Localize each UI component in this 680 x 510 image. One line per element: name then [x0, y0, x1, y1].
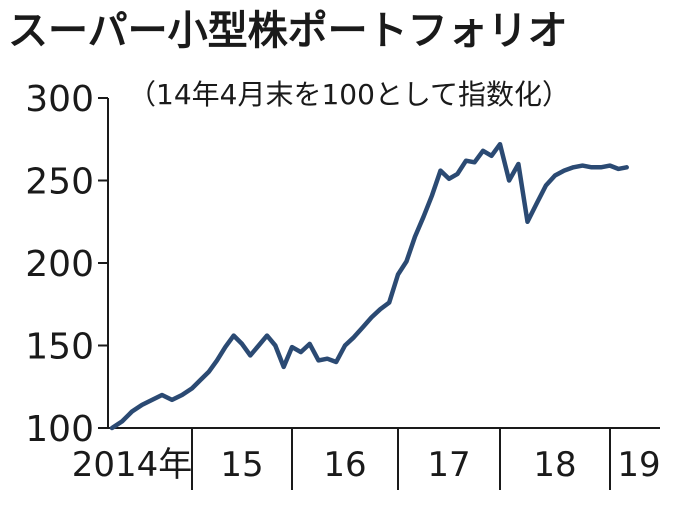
- data-point: [283, 366, 285, 368]
- data-point: [344, 345, 346, 346]
- data-point: [431, 194, 433, 196]
- data-point: [582, 165, 583, 167]
- data-point: [171, 399, 173, 401]
- data-point: [291, 346, 293, 348]
- data-point: [414, 236, 416, 238]
- data-point: [208, 371, 210, 373]
- data-point: [249, 354, 251, 356]
- data-point: [448, 178, 450, 180]
- data-point: [388, 302, 390, 304]
- data-point: [499, 143, 501, 145]
- data-point: [536, 203, 538, 205]
- data-point: [554, 175, 556, 176]
- data-point: [274, 345, 276, 346]
- data-point: [440, 170, 441, 172]
- data-point: [181, 394, 183, 396]
- x-tick-label: 17: [427, 445, 470, 485]
- data-point: [482, 150, 484, 152]
- data-point: [131, 411, 133, 412]
- data-point: [241, 343, 243, 345]
- y-tick-label: 100: [25, 409, 94, 450]
- data-point: [527, 221, 528, 223]
- data-point: [423, 216, 424, 218]
- data-point: [591, 166, 593, 168]
- data-point: [545, 185, 547, 186]
- data-point: [353, 336, 355, 338]
- data-point: [397, 274, 399, 275]
- data-point: [151, 399, 153, 401]
- data-point: [609, 165, 611, 167]
- y-tick-label: 300: [25, 79, 94, 120]
- data-point: [617, 168, 619, 170]
- data-point: [406, 260, 407, 262]
- data-point: [517, 163, 519, 165]
- x-tick-label: 15: [220, 445, 263, 485]
- data-point: [216, 359, 218, 361]
- data-point: [491, 155, 492, 157]
- data-point: [121, 420, 123, 422]
- chart-title: スーパー小型株ポートフォリオ: [8, 8, 568, 54]
- data-point: [141, 404, 143, 406]
- data-point: [379, 308, 381, 310]
- x-tick-label: 2014年: [72, 445, 193, 485]
- data-point: [474, 161, 475, 163]
- data-point: [626, 166, 628, 168]
- data-point: [362, 326, 364, 328]
- data-point: [563, 170, 565, 172]
- x-tick-label: 18: [533, 445, 576, 485]
- data-point: [465, 160, 467, 162]
- data-point: [111, 427, 113, 429]
- x-tick-label: 16: [323, 445, 366, 485]
- data-point: [508, 180, 510, 181]
- data-point: [318, 359, 319, 361]
- data-point: [191, 387, 193, 389]
- data-point: [199, 379, 201, 381]
- data-point: [266, 335, 268, 337]
- data-point: [300, 351, 302, 353]
- data-point: [326, 358, 328, 360]
- data-point: [309, 343, 311, 345]
- data-point: [572, 166, 574, 168]
- data-point: [600, 166, 602, 168]
- data-point: [161, 394, 163, 396]
- data-point: [457, 173, 458, 175]
- x-tick-label: 19: [617, 445, 660, 485]
- data-point: [371, 316, 372, 318]
- data-point: [233, 335, 235, 337]
- data-point: [224, 346, 226, 348]
- chart-subtitle: （14年4月末を100として指数化）: [128, 78, 570, 111]
- data-point: [258, 345, 260, 346]
- y-tick-label: 150: [25, 327, 94, 368]
- data-point: [335, 361, 337, 363]
- y-tick-label: 200: [25, 244, 94, 285]
- y-tick-label: 250: [25, 162, 94, 203]
- series-line: [109, 141, 629, 431]
